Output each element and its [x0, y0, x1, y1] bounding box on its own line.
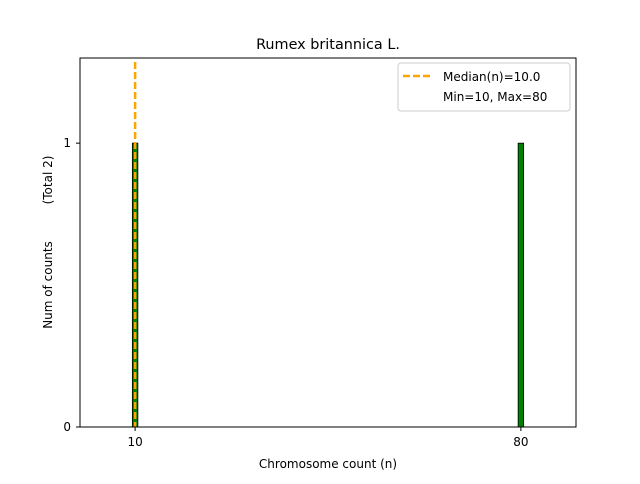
- bar-80: [517, 142, 525, 428]
- y-tick-label-1: 1: [63, 136, 71, 150]
- legend: Median(n)=10.0 Min=10, Max=80: [397, 62, 571, 112]
- x-axis-label: Chromosome count (n): [259, 457, 397, 471]
- x-axis-ticks: 10 80: [127, 427, 529, 449]
- y-tick-label-0: 0: [63, 420, 71, 434]
- legend-minmax-label: Min=10, Max=80: [443, 90, 547, 104]
- x-tick-label-80: 80: [513, 435, 528, 449]
- y-axis-ticks: 01: [63, 136, 80, 434]
- x-tick-label-10: 10: [127, 435, 142, 449]
- y-axis-label: Num of counts: [41, 241, 55, 329]
- bars-layer: [131, 142, 525, 428]
- legend-median-label: Median(n)=10.0: [443, 70, 540, 84]
- plot-frame: [79, 57, 577, 428]
- y-axis-total-note: (Total 2): [41, 156, 55, 205]
- legend-box: [397, 62, 571, 112]
- chart-title: Rumex britannica L.: [256, 37, 400, 53]
